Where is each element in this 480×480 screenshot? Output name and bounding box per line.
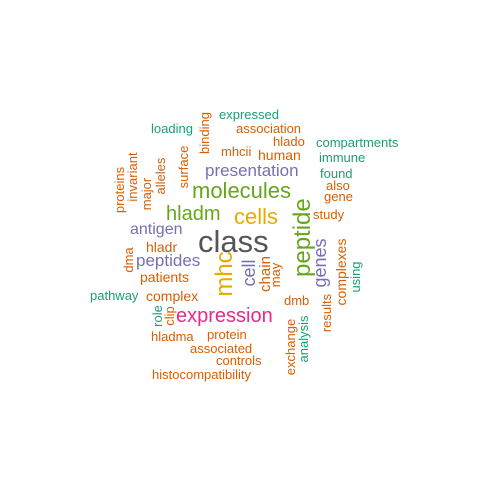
word-mhcii: mhcii — [221, 144, 252, 159]
word-using: using — [348, 261, 363, 293]
word-expressed: expressed — [219, 107, 279, 122]
word-protein: protein — [207, 327, 247, 342]
word-cells: cells — [234, 204, 279, 229]
word-hladma: hladma — [151, 329, 194, 344]
word-mhc: mhc — [211, 251, 238, 297]
word-class: class — [198, 224, 269, 259]
word-loading: loading — [151, 121, 193, 136]
word-complex: complex — [146, 288, 199, 304]
word-analysis: analysis — [296, 315, 311, 363]
word-gene: gene — [324, 189, 353, 204]
word-presentation: presentation — [205, 161, 299, 180]
word-human: human — [258, 147, 301, 163]
word-compartments: compartments — [316, 135, 399, 150]
word-study: study — [313, 207, 345, 222]
word-peptides: peptides — [136, 251, 201, 270]
word-dma: dma — [121, 247, 136, 273]
word-dmb: dmb — [284, 293, 310, 308]
word-hlado: hlado — [273, 134, 305, 149]
word-expression: expression — [176, 305, 273, 327]
word-invariant: invariant — [125, 152, 140, 202]
word-molecules: molecules — [192, 178, 292, 203]
word-results: results — [319, 293, 334, 333]
word-binding: binding — [197, 112, 212, 154]
word-found: found — [320, 166, 353, 181]
word-proteins: proteins — [112, 166, 127, 214]
word-pathway: pathway — [90, 288, 139, 303]
word-alleles: alleles — [153, 157, 168, 195]
word-surface: surface — [176, 145, 191, 189]
word-genes: genes — [310, 238, 330, 288]
word-immune: immune — [319, 150, 366, 165]
word-hladm: hladm — [166, 203, 221, 225]
word-controls: controls — [216, 353, 262, 368]
word-association: association — [236, 121, 302, 136]
word-patients: patients — [140, 269, 190, 285]
word-major: major — [139, 177, 154, 211]
word-cell: cell — [239, 259, 259, 287]
word-hladr: hladr — [146, 239, 178, 255]
word-may: may — [268, 262, 283, 288]
word-associated: associated — [190, 341, 253, 356]
word-histocompatibility: histocompatibility — [152, 367, 251, 382]
word-clip: clip — [162, 306, 177, 326]
word-antigen: antigen — [130, 221, 183, 238]
word-also: also — [326, 178, 350, 193]
word-complexes: complexes — [333, 238, 349, 306]
